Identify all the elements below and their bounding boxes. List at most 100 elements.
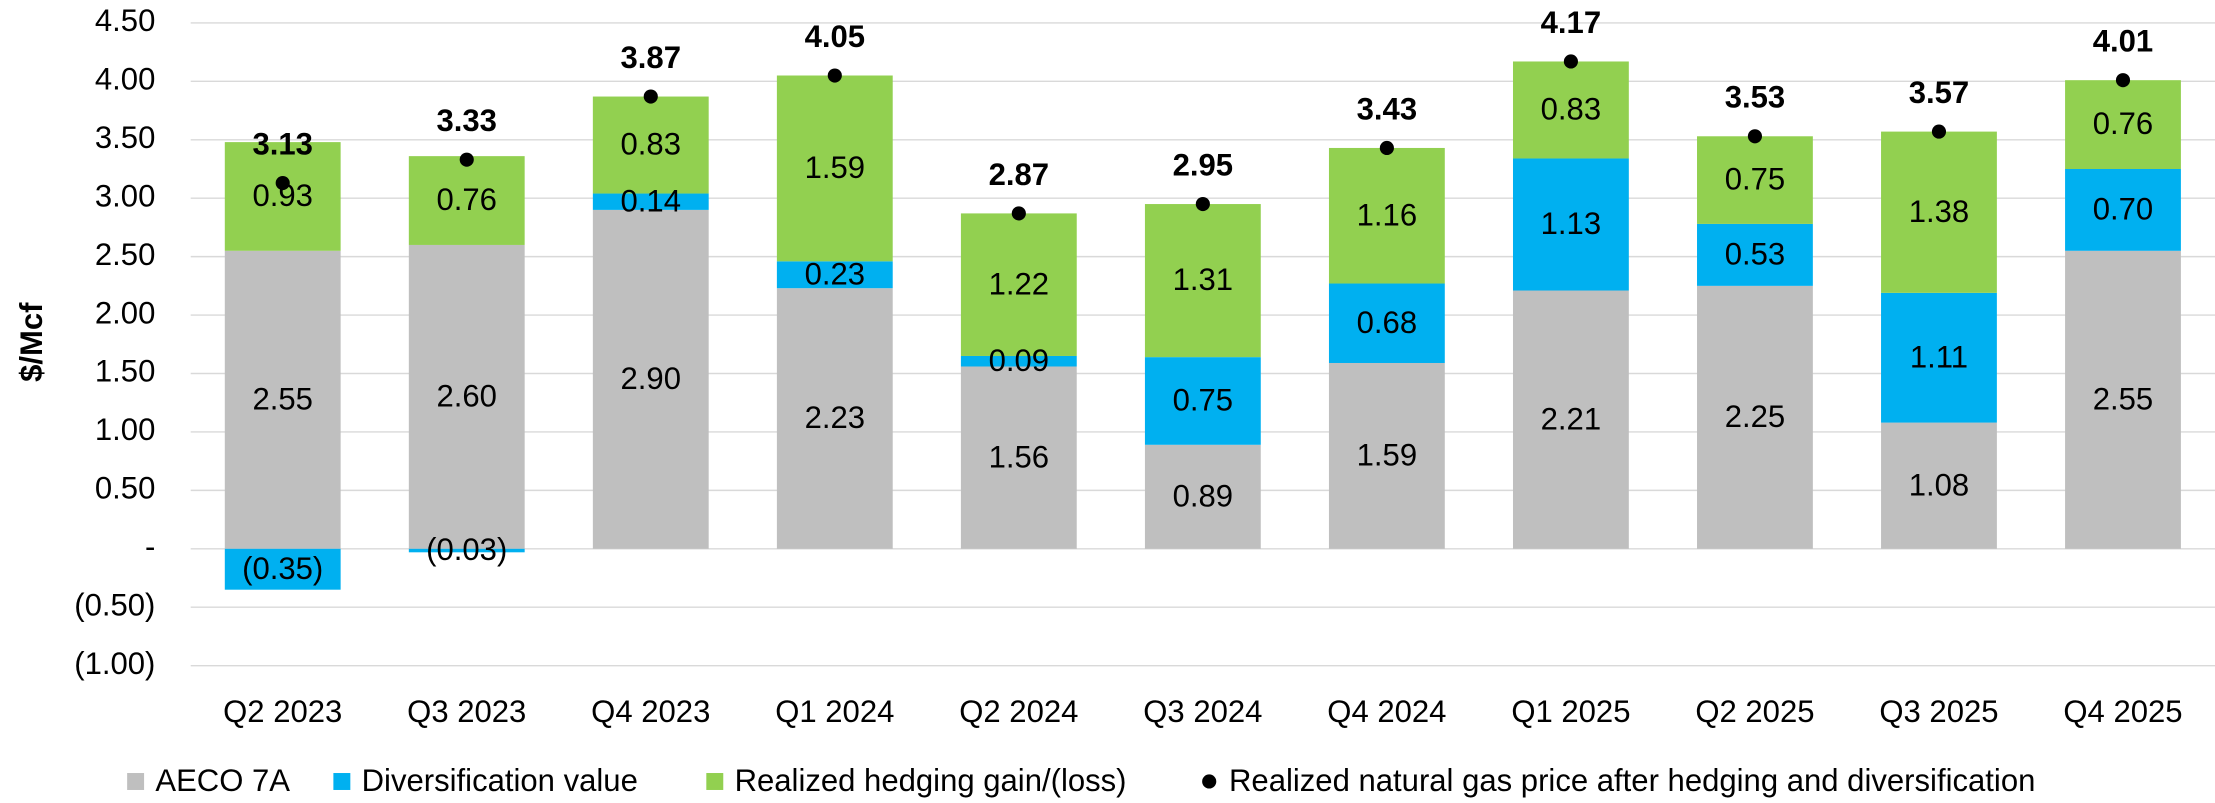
y-tick-label: 3.50 (95, 120, 155, 155)
bar-segment (1512, 158, 1629, 291)
value-label: (0.03) (426, 532, 507, 567)
value-label: 2.60 (437, 378, 497, 413)
value-label: 1.22 (989, 266, 1049, 301)
bar-segment (1328, 362, 1445, 549)
value-label: 0.23 (805, 256, 865, 291)
bar-segment (1881, 422, 1997, 549)
legend-label: Realized natural gas price after hedging… (1229, 763, 2035, 798)
total-label: 2.87 (989, 157, 1049, 192)
price-dot (1747, 129, 1762, 144)
bar-segment (224, 548, 341, 590)
total-label: 3.43 (1357, 91, 1417, 126)
bar-segment (592, 193, 709, 210)
value-label: 0.76 (437, 182, 497, 217)
legend-marker (333, 773, 351, 790)
y-tick-label: - (145, 529, 155, 564)
value-label: 0.89 (1173, 478, 1233, 513)
price-dot (1379, 140, 1394, 156)
price-dot (2115, 73, 2131, 88)
bar-segment (1697, 285, 1813, 549)
legend-label: AECO 7A (155, 763, 290, 798)
price-dot (1563, 54, 1578, 69)
total-label: 3.57 (1909, 75, 1969, 110)
value-label: (0.35) (242, 551, 323, 586)
y-tick-label: 3.00 (95, 178, 155, 213)
y-tick-label: 1.50 (95, 354, 155, 389)
value-label: 1.59 (805, 150, 865, 185)
value-label: 2.55 (252, 381, 312, 416)
x-tick-label: Q1 2024 (775, 694, 894, 729)
bar-segment (2065, 80, 2181, 169)
price-dot (275, 175, 290, 191)
value-label: 0.93 (252, 178, 312, 213)
price-dot (1011, 206, 1026, 221)
total-label: 3.13 (252, 126, 312, 161)
price-dot (1931, 124, 1947, 139)
bar-segment (1144, 204, 1261, 358)
x-tick-label: Q2 2024 (959, 694, 1078, 729)
value-label: 0.76 (2093, 106, 2153, 141)
value-label: 1.13 (1541, 206, 1601, 241)
value-label: 0.83 (1541, 92, 1601, 127)
bar-segment (2065, 168, 2181, 251)
legend-marker (127, 773, 145, 790)
total-label: 3.53 (1725, 80, 1785, 115)
price-dot (827, 68, 842, 83)
bar-segment (960, 366, 1077, 549)
value-label: 0.53 (1725, 237, 1785, 272)
bar-segment (408, 548, 525, 553)
x-tick-label: Q2 2023 (223, 694, 342, 729)
bar-segment (592, 96, 709, 194)
bar-segment (776, 75, 893, 262)
bar-segment (1697, 223, 1813, 286)
value-label: 1.11 (1910, 339, 1968, 374)
y-tick-label: (0.50) (74, 587, 155, 622)
value-label: 2.55 (2093, 381, 2153, 416)
legend-label: Diversification value (362, 763, 638, 798)
y-tick-label: (1.00) (74, 646, 155, 681)
price-dot (459, 152, 474, 167)
value-label: 1.38 (1909, 194, 1969, 229)
price-dot (643, 89, 658, 104)
bar-segment (1512, 290, 1629, 549)
total-label: 4.17 (1541, 5, 1601, 40)
y-tick-label: 4.50 (95, 3, 155, 38)
value-label: 1.56 (989, 439, 1049, 474)
bar-segment (224, 250, 341, 549)
value-label: 0.09 (989, 343, 1049, 378)
value-label: 0.68 (1357, 305, 1417, 340)
bar-segment (1328, 283, 1445, 363)
y-tick-label: 1.00 (95, 412, 155, 447)
legend-marker (706, 773, 724, 790)
y-tick-label: 2.00 (95, 295, 155, 330)
value-label: 1.59 (1357, 438, 1417, 473)
value-label: 1.16 (1357, 197, 1417, 232)
value-label: 1.31 (1173, 262, 1233, 297)
value-label: 2.25 (1725, 399, 1785, 434)
bar-segment (1144, 357, 1261, 445)
bar-segment (2065, 250, 2181, 549)
bar-segment (1881, 131, 1997, 293)
bar-segment (960, 355, 1077, 367)
bar-segment (1328, 147, 1445, 284)
x-tick-label: Q1 2025 (1511, 694, 1630, 729)
value-label: 2.23 (805, 400, 865, 435)
value-label: 0.75 (1173, 383, 1233, 418)
bar-segment (1881, 292, 1997, 423)
value-label: 0.14 (621, 183, 681, 218)
bar-segment (224, 142, 341, 251)
value-label: 0.83 (621, 127, 681, 162)
value-label: 0.75 (1725, 162, 1785, 197)
y-tick-label: 2.50 (95, 237, 155, 272)
bar-segment (1144, 444, 1261, 549)
value-label: 2.90 (621, 361, 681, 396)
total-label: 4.01 (2093, 24, 2153, 59)
bar-segment (408, 156, 525, 245)
x-tick-label: Q3 2025 (1879, 694, 1998, 729)
bar-segment (960, 213, 1077, 356)
total-label: 3.87 (621, 40, 681, 75)
price-dot (1195, 196, 1210, 212)
value-label: 0.70 (2093, 192, 2153, 227)
